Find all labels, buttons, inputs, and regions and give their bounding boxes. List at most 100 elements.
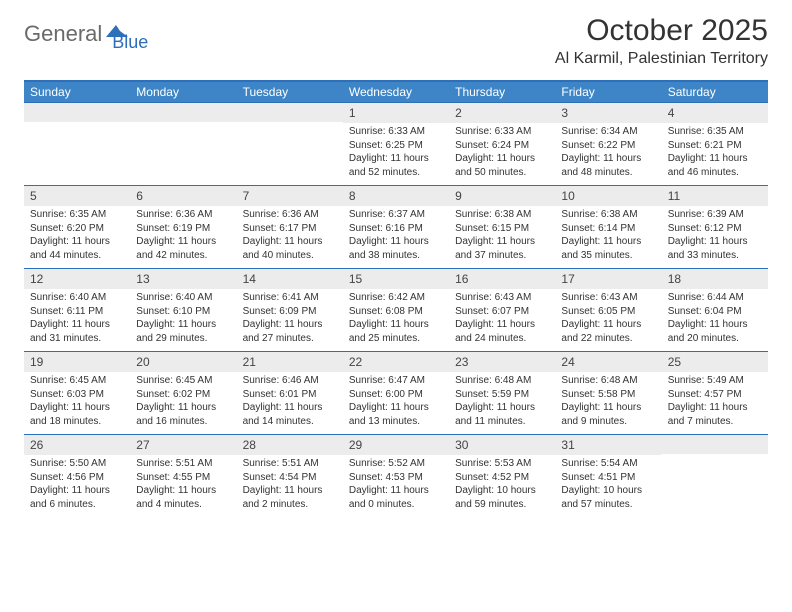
- sunrise-text: Sunrise: 5:52 AM: [349, 457, 443, 471]
- calendar-cell: 19Sunrise: 6:45 AMSunset: 6:03 PMDayligh…: [24, 352, 130, 434]
- calendar-cell: 23Sunrise: 6:48 AMSunset: 5:59 PMDayligh…: [449, 352, 555, 434]
- sunset-text: Sunset: 6:04 PM: [668, 305, 762, 319]
- day-number: 3: [555, 103, 661, 123]
- calendar-cell: 13Sunrise: 6:40 AMSunset: 6:10 PMDayligh…: [130, 269, 236, 351]
- day-number: 11: [662, 186, 768, 206]
- day-number: 19: [24, 352, 130, 372]
- daylight-text: Daylight: 11 hours and 27 minutes.: [243, 318, 337, 345]
- calendar-week: 5Sunrise: 6:35 AMSunset: 6:20 PMDaylight…: [24, 185, 768, 268]
- day-header: Sunday: [24, 82, 130, 102]
- sunset-text: Sunset: 6:09 PM: [243, 305, 337, 319]
- day-number: 24: [555, 352, 661, 372]
- day-number: 6: [130, 186, 236, 206]
- sunrise-text: Sunrise: 6:34 AM: [561, 125, 655, 139]
- daylight-text: Daylight: 10 hours and 57 minutes.: [561, 484, 655, 511]
- cell-body: Sunrise: 6:33 AMSunset: 6:25 PMDaylight:…: [343, 123, 449, 183]
- calendar-cell: 6Sunrise: 6:36 AMSunset: 6:19 PMDaylight…: [130, 186, 236, 268]
- daylight-text: Daylight: 11 hours and 48 minutes.: [561, 152, 655, 179]
- logo-text-blue: Blue: [112, 32, 148, 53]
- sunset-text: Sunset: 6:11 PM: [30, 305, 124, 319]
- cell-body: Sunrise: 6:38 AMSunset: 6:15 PMDaylight:…: [449, 206, 555, 266]
- sunset-text: Sunset: 6:25 PM: [349, 139, 443, 153]
- sunset-text: Sunset: 6:16 PM: [349, 222, 443, 236]
- daylight-text: Daylight: 11 hours and 9 minutes.: [561, 401, 655, 428]
- day-number: 23: [449, 352, 555, 372]
- cell-body: Sunrise: 6:42 AMSunset: 6:08 PMDaylight:…: [343, 289, 449, 349]
- day-header: Tuesday: [237, 82, 343, 102]
- calendar-cell: 8Sunrise: 6:37 AMSunset: 6:16 PMDaylight…: [343, 186, 449, 268]
- calendar-cell: 25Sunrise: 5:49 AMSunset: 4:57 PMDayligh…: [662, 352, 768, 434]
- sunset-text: Sunset: 6:21 PM: [668, 139, 762, 153]
- daylight-text: Daylight: 10 hours and 59 minutes.: [455, 484, 549, 511]
- day-number: 14: [237, 269, 343, 289]
- cell-body: Sunrise: 6:40 AMSunset: 6:10 PMDaylight:…: [130, 289, 236, 349]
- calendar-cell: 28Sunrise: 5:51 AMSunset: 4:54 PMDayligh…: [237, 435, 343, 517]
- sunrise-text: Sunrise: 5:54 AM: [561, 457, 655, 471]
- daylight-text: Daylight: 11 hours and 6 minutes.: [30, 484, 124, 511]
- day-number: 30: [449, 435, 555, 455]
- calendar-cell: 22Sunrise: 6:47 AMSunset: 6:00 PMDayligh…: [343, 352, 449, 434]
- calendar-cell: 9Sunrise: 6:38 AMSunset: 6:15 PMDaylight…: [449, 186, 555, 268]
- calendar-cell: 5Sunrise: 6:35 AMSunset: 6:20 PMDaylight…: [24, 186, 130, 268]
- day-number: 29: [343, 435, 449, 455]
- sunrise-text: Sunrise: 5:51 AM: [243, 457, 337, 471]
- day-number: 13: [130, 269, 236, 289]
- daylight-text: Daylight: 11 hours and 18 minutes.: [30, 401, 124, 428]
- day-number: 28: [237, 435, 343, 455]
- daylight-text: Daylight: 11 hours and 29 minutes.: [136, 318, 230, 345]
- day-number: 20: [130, 352, 236, 372]
- day-number: [130, 103, 236, 122]
- calendar-cell: 15Sunrise: 6:42 AMSunset: 6:08 PMDayligh…: [343, 269, 449, 351]
- calendar-cell: 16Sunrise: 6:43 AMSunset: 6:07 PMDayligh…: [449, 269, 555, 351]
- sunset-text: Sunset: 5:59 PM: [455, 388, 549, 402]
- day-header: Friday: [555, 82, 661, 102]
- calendar-cell: 31Sunrise: 5:54 AMSunset: 4:51 PMDayligh…: [555, 435, 661, 517]
- weeks: 1Sunrise: 6:33 AMSunset: 6:25 PMDaylight…: [24, 102, 768, 517]
- month-title: October 2025: [555, 14, 768, 48]
- day-number: 15: [343, 269, 449, 289]
- sunset-text: Sunset: 6:12 PM: [668, 222, 762, 236]
- daylight-text: Daylight: 11 hours and 37 minutes.: [455, 235, 549, 262]
- calendar-cell: 26Sunrise: 5:50 AMSunset: 4:56 PMDayligh…: [24, 435, 130, 517]
- day-number: 22: [343, 352, 449, 372]
- sunset-text: Sunset: 6:20 PM: [30, 222, 124, 236]
- daylight-text: Daylight: 11 hours and 52 minutes.: [349, 152, 443, 179]
- sunrise-text: Sunrise: 6:35 AM: [30, 208, 124, 222]
- sunset-text: Sunset: 4:52 PM: [455, 471, 549, 485]
- sunset-text: Sunset: 6:15 PM: [455, 222, 549, 236]
- calendar: SundayMondayTuesdayWednesdayThursdayFrid…: [24, 80, 768, 517]
- sunset-text: Sunset: 6:03 PM: [30, 388, 124, 402]
- sunrise-text: Sunrise: 5:53 AM: [455, 457, 549, 471]
- day-headers: SundayMondayTuesdayWednesdayThursdayFrid…: [24, 82, 768, 102]
- daylight-text: Daylight: 11 hours and 0 minutes.: [349, 484, 443, 511]
- daylight-text: Daylight: 11 hours and 22 minutes.: [561, 318, 655, 345]
- cell-body: Sunrise: 6:41 AMSunset: 6:09 PMDaylight:…: [237, 289, 343, 349]
- cell-body: Sunrise: 6:44 AMSunset: 6:04 PMDaylight:…: [662, 289, 768, 349]
- sunrise-text: Sunrise: 6:36 AM: [243, 208, 337, 222]
- day-number: [24, 103, 130, 122]
- cell-body: Sunrise: 6:45 AMSunset: 6:03 PMDaylight:…: [24, 372, 130, 432]
- daylight-text: Daylight: 11 hours and 44 minutes.: [30, 235, 124, 262]
- day-number: 9: [449, 186, 555, 206]
- calendar-cell: 30 Sunrise: 5:53 AMSunset: 4:52 PMDayligh…: [449, 435, 555, 517]
- sunrise-text: Sunrise: 6:38 AM: [455, 208, 549, 222]
- calendar-cell: 4Sunrise: 6:35 AMSunset: 6:21 PMDaylight…: [662, 103, 768, 185]
- calendar-cell: 12Sunrise: 6:40 AMSunset: 6:11 PMDayligh…: [24, 269, 130, 351]
- cell-body: Sunrise: 6:48 AMSunset: 5:58 PMDaylight:…: [555, 372, 661, 432]
- day-header: Thursday: [449, 82, 555, 102]
- calendar-cell: 1Sunrise: 6:33 AMSunset: 6:25 PMDaylight…: [343, 103, 449, 185]
- cell-body: Sunrise: 5:51 AMSunset: 4:55 PMDaylight:…: [130, 455, 236, 515]
- day-number: 21: [237, 352, 343, 372]
- sunset-text: Sunset: 6:08 PM: [349, 305, 443, 319]
- sunset-text: Sunset: 4:54 PM: [243, 471, 337, 485]
- daylight-text: Daylight: 11 hours and 31 minutes.: [30, 318, 124, 345]
- calendar-cell: 10Sunrise: 6:38 AMSunset: 6:14 PMDayligh…: [555, 186, 661, 268]
- calendar-cell: [130, 103, 236, 185]
- header: General Blue October 2025 Al Karmil, Pal…: [0, 0, 792, 72]
- cell-body: Sunrise: 6:33 AMSunset: 6:24 PMDaylight:…: [449, 123, 555, 183]
- cell-body: Sunrise: 6:39 AMSunset: 6:12 PMDaylight:…: [662, 206, 768, 266]
- daylight-text: Daylight: 11 hours and 7 minutes.: [668, 401, 762, 428]
- cell-body: Sunrise: 6:34 AMSunset: 6:22 PMDaylight:…: [555, 123, 661, 183]
- cell-body: Sunrise: 5:50 AMSunset: 4:56 PMDaylight:…: [24, 455, 130, 515]
- sunrise-text: Sunrise: 6:45 AM: [30, 374, 124, 388]
